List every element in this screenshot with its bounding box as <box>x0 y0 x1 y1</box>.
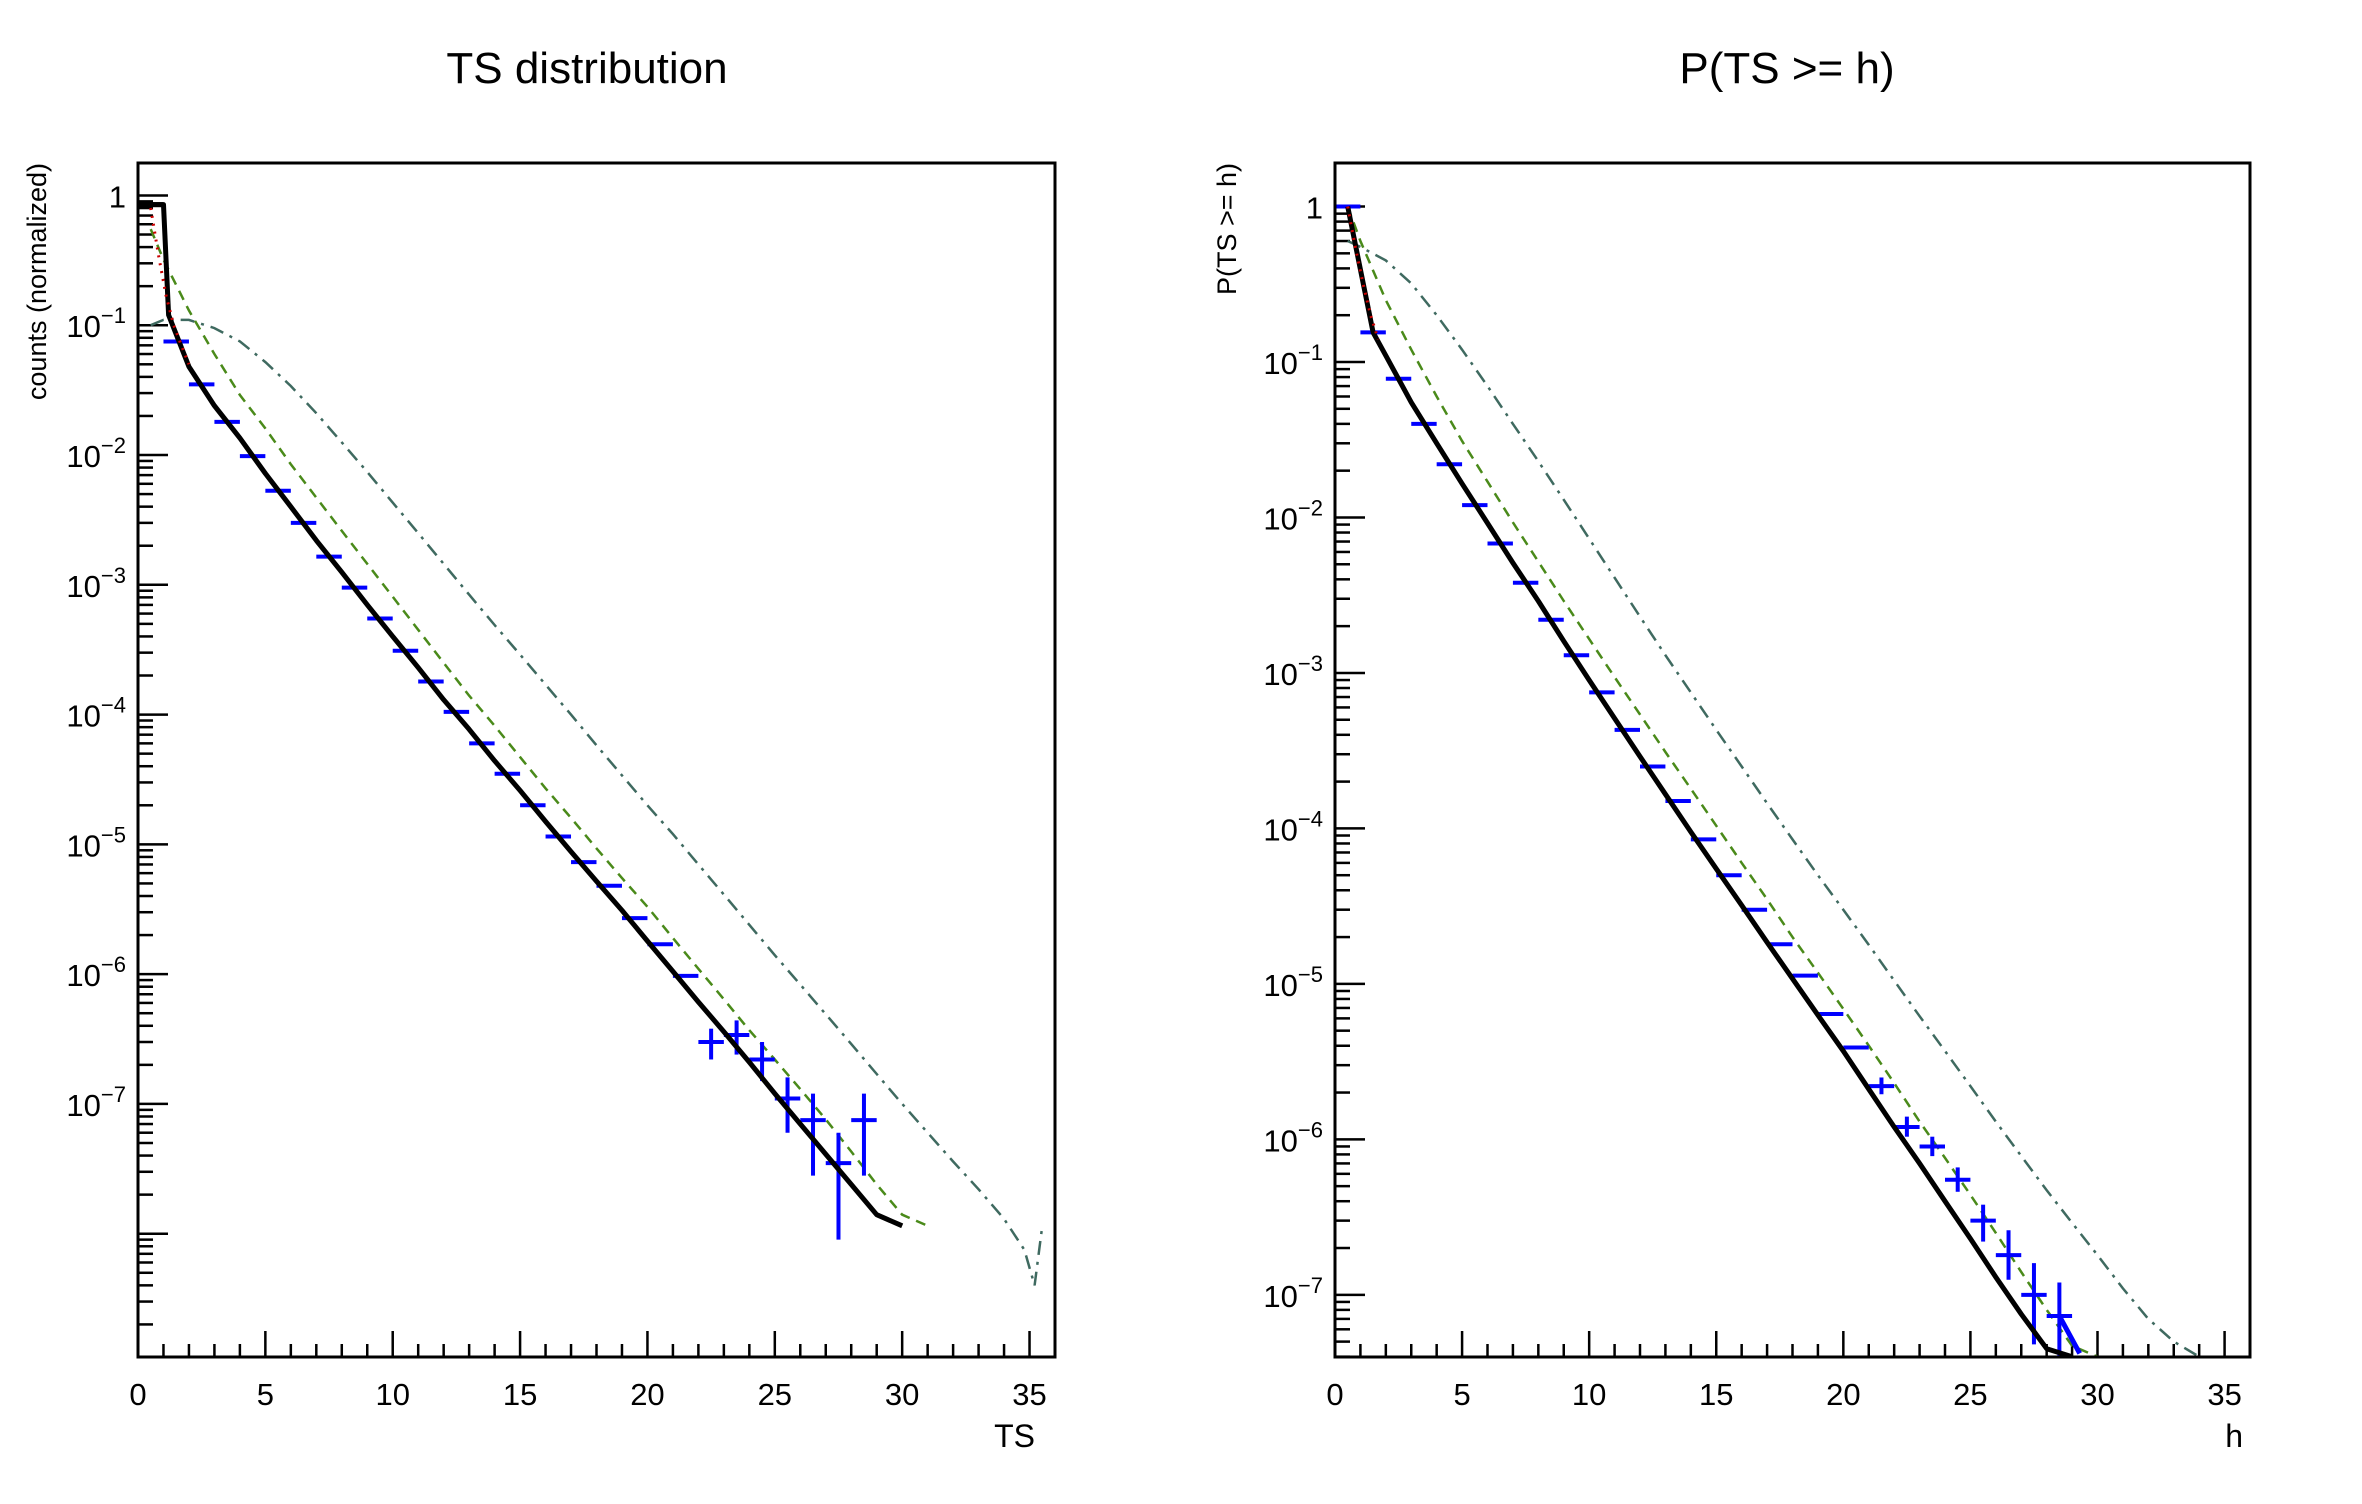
plot-area <box>1335 204 2225 1357</box>
ts-distribution-panel: TS distribution TS counts (normalized) 0 5 10… <box>22 44 1057 1454</box>
x-tick-label: 10 <box>1572 1377 1606 1412</box>
plot-area <box>138 202 1044 1286</box>
chart-title: TS distribution <box>446 44 727 93</box>
x-tick-label: 20 <box>630 1377 664 1412</box>
green-dashed-curve <box>149 228 929 1227</box>
y-tick-label: 10−1 <box>66 303 126 344</box>
x-tick-label: 5 <box>257 1377 274 1412</box>
y-tick-label: 10−7 <box>1263 1273 1323 1314</box>
plot-frame <box>136 161 1057 1359</box>
x-axis-label: TS <box>994 1418 1035 1454</box>
slate-dashdot-curve <box>1347 239 2225 1357</box>
y-axis-label: P(TS >= h) <box>1212 163 1242 295</box>
y-tick-label: 10−5 <box>1263 962 1323 1003</box>
y-tick-label: 10−1 <box>1263 340 1323 381</box>
x-axis-label: h <box>2225 1418 2243 1454</box>
y-tick-label: 10−2 <box>1263 495 1323 536</box>
data-tail-line <box>2057 1314 2082 1355</box>
x-tick-label: 10 <box>375 1377 409 1412</box>
x-tick-label: 30 <box>2080 1377 2114 1412</box>
chart-title: P(TS >= h) <box>1679 44 1894 93</box>
y-tick-label: 10−4 <box>66 693 126 734</box>
y-tick-label: 10−3 <box>1263 651 1323 692</box>
x-tick-label: 5 <box>1453 1377 1470 1412</box>
y-tick-label: 10−6 <box>66 952 126 993</box>
y-tick-label: 10−4 <box>1263 806 1323 847</box>
x-tick-label: 30 <box>885 1377 919 1412</box>
x-tick-label: 20 <box>1826 1377 1860 1412</box>
x-tick-label: 0 <box>129 1377 146 1412</box>
x-tick-label: 15 <box>503 1377 537 1412</box>
y-tick-label: 1 <box>109 179 126 214</box>
x-tick-label: 15 <box>1699 1377 1733 1412</box>
slate-dashdot-curve <box>150 318 1044 1286</box>
x-tick-label: 0 <box>1326 1377 1343 1412</box>
y-tick-label: 10−6 <box>1263 1117 1323 1158</box>
y-tick-label: 10−5 <box>66 822 126 863</box>
x-tick-label: 25 <box>758 1377 792 1412</box>
y-tick-label: 1 <box>1306 191 1323 226</box>
fit-curve <box>1345 206 2073 1357</box>
x-tick-label: 35 <box>1012 1377 1046 1412</box>
fit-curve <box>138 202 904 1229</box>
red-dotted-curve <box>149 207 191 365</box>
x-tick-label: 35 <box>2207 1377 2241 1412</box>
y-tick-label: 10−2 <box>66 433 126 474</box>
p-ts-ge-h-panel: P(TS >= h) h P(TS >= h) 0 5 10 15 20 25 30 35 1 10−1… <box>1212 44 2252 1454</box>
x-tick-label: 25 <box>1953 1377 1987 1412</box>
plot-frame <box>1333 161 2252 1359</box>
y-tick-label: 10−7 <box>66 1082 126 1123</box>
y-axis-label: counts (normalized) <box>22 163 52 400</box>
green-dashed-curve <box>1346 206 2108 1357</box>
y-tick-label: 10−3 <box>66 563 126 604</box>
